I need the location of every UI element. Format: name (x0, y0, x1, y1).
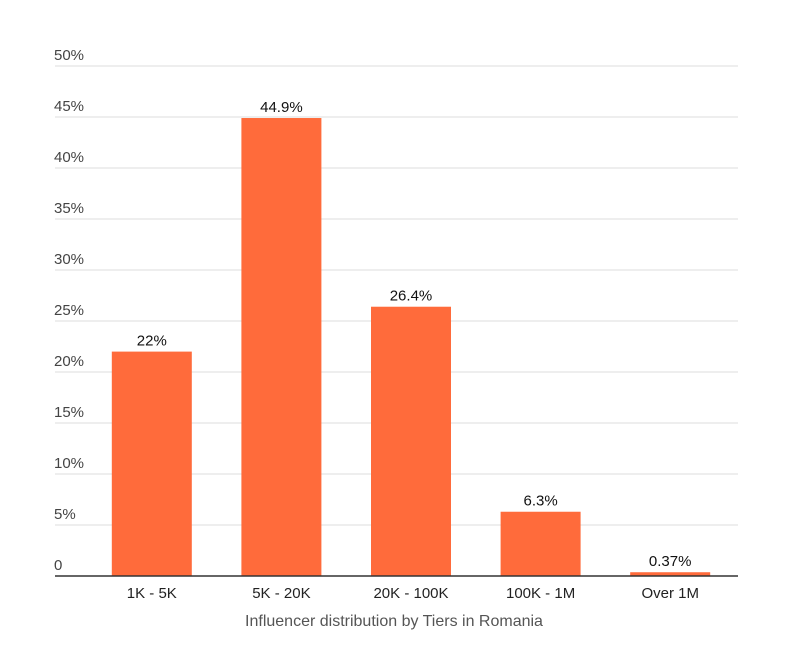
bar (111, 351, 192, 576)
bar-data-label: 44.9% (260, 99, 303, 116)
x-category-label: Over 1M (641, 585, 699, 602)
x-category-label: 5K - 20K (252, 585, 310, 602)
bar (630, 572, 711, 576)
x-category-label: 20K - 100K (373, 585, 448, 602)
y-tick-label: 50% (54, 47, 84, 64)
y-tick-label: 40% (54, 149, 84, 166)
bar (500, 511, 581, 576)
y-tick-label: 10% (54, 455, 84, 472)
y-tick-label: 35% (54, 200, 84, 217)
y-axis-tick-labels: 0 5% 10% 15% 20% 25% 30% 35% 40% 45% 50% (54, 47, 84, 574)
bar (241, 118, 322, 577)
bar-data-label: 26.4% (390, 288, 433, 305)
y-tick-label: 0 (54, 557, 62, 574)
bar-data-label: 0.37% (649, 553, 692, 570)
y-tick-label: 30% (54, 251, 84, 268)
y-tick-label: 45% (54, 98, 84, 115)
y-tick-label: 20% (54, 353, 84, 370)
bars (111, 118, 711, 577)
x-axis-category-labels: 1K - 5K 5K - 20K 20K - 100K 100K - 1M Over 1… (127, 585, 699, 602)
y-tick-label: 15% (54, 404, 84, 421)
y-tick-label: 25% (54, 302, 84, 319)
bar-data-label: 22% (137, 333, 167, 350)
bar-data-labels: 22% 44.9% 26.4% 6.3% 0.37% (137, 99, 692, 570)
bar (371, 306, 451, 576)
y-tick-label: 5% (54, 506, 76, 523)
x-category-label: 100K - 1M (506, 585, 575, 602)
x-category-label: 1K - 5K (127, 585, 177, 602)
x-axis-title: Influencer distribution by Tiers in Roma… (245, 613, 543, 630)
bar-data-label: 6.3% (523, 493, 557, 510)
